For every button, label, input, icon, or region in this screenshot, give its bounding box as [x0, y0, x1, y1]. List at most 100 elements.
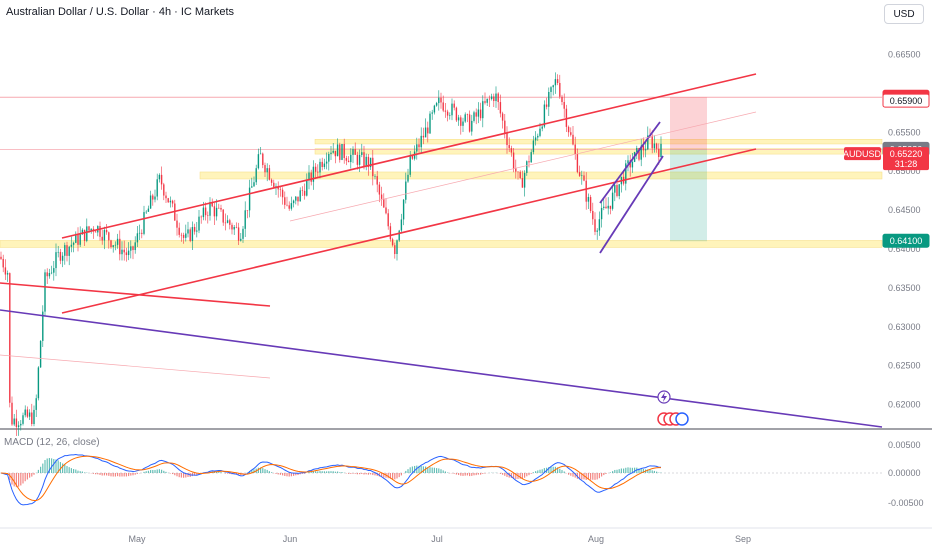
candle — [246, 210, 249, 211]
x-tick-label: Jun — [283, 534, 298, 544]
y-tick-label: 0.63000 — [888, 322, 921, 332]
candle — [585, 180, 587, 202]
candle — [484, 101, 486, 103]
x-tick-label: Jul — [431, 534, 443, 544]
signal-line — [0, 455, 662, 502]
candle — [226, 220, 229, 223]
economic-event-icon[interactable] — [675, 412, 689, 426]
candle — [537, 135, 539, 138]
candle — [488, 98, 491, 100]
candle — [541, 126, 543, 129]
candle — [605, 206, 607, 209]
candle — [660, 143, 662, 157]
candle — [495, 93, 497, 102]
currency-button[interactable]: USD — [884, 4, 924, 24]
candle — [55, 252, 57, 269]
candle — [292, 200, 295, 204]
candle — [539, 128, 541, 136]
channel-upper-line[interactable] — [61, 73, 757, 239]
candle — [352, 149, 354, 155]
candle — [614, 185, 616, 193]
candle — [242, 228, 244, 239]
macd-tick-label: -0.00500 — [888, 498, 924, 508]
candle — [202, 207, 205, 218]
candle — [642, 145, 645, 151]
candle — [455, 107, 458, 121]
candle — [288, 205, 290, 209]
candle — [204, 207, 207, 216]
candle — [231, 224, 233, 230]
descending-purple-line[interactable] — [0, 309, 883, 428]
y-tick-label: 0.62500 — [888, 361, 921, 371]
candle — [281, 189, 284, 198]
candle — [116, 238, 119, 245]
candle — [284, 197, 286, 205]
candle — [497, 93, 499, 103]
candle — [31, 412, 33, 425]
faint-channel-mid — [289, 111, 757, 222]
candle — [636, 148, 638, 153]
channel-lower-line[interactable] — [61, 148, 757, 314]
candle — [644, 149, 647, 151]
candle — [268, 168, 271, 180]
candle — [530, 152, 532, 163]
candle — [200, 216, 202, 218]
stop-loss-area[interactable] — [670, 97, 707, 150]
candle — [343, 143, 345, 159]
candle — [354, 149, 356, 155]
candle — [266, 168, 268, 173]
candle — [512, 152, 515, 169]
candle — [176, 220, 178, 228]
candle — [482, 101, 484, 119]
candle — [475, 112, 477, 117]
candle — [169, 200, 172, 203]
candle — [581, 175, 583, 177]
candle — [444, 110, 447, 112]
candle — [99, 226, 101, 237]
candle — [264, 165, 266, 173]
candle — [0, 256, 2, 259]
candle — [422, 135, 425, 138]
candle — [178, 227, 180, 235]
candle — [26, 409, 29, 417]
take-profit-area[interactable] — [670, 149, 707, 242]
descending-red-line[interactable] — [0, 282, 271, 307]
candle — [446, 111, 449, 116]
candle — [240, 238, 242, 241]
candle — [616, 185, 618, 197]
candle — [301, 190, 304, 191]
candle — [629, 160, 631, 168]
candle — [517, 171, 519, 173]
candle — [127, 250, 130, 256]
candle — [506, 133, 508, 146]
candle — [647, 135, 649, 150]
candle — [365, 156, 367, 167]
candle — [457, 117, 460, 121]
candle — [191, 227, 194, 242]
candle — [453, 103, 455, 108]
candle — [361, 152, 363, 155]
candle — [449, 115, 451, 116]
y-tick-label: 0.66500 — [888, 49, 921, 59]
wedge-lower-line[interactable] — [599, 155, 664, 254]
candle — [570, 132, 572, 135]
candle — [385, 207, 387, 214]
wedge-upper-line[interactable] — [599, 121, 661, 204]
y-tick-label: 0.64000 — [888, 244, 921, 254]
candle — [493, 96, 495, 102]
candle — [407, 174, 409, 182]
candle — [466, 114, 469, 115]
candle — [651, 135, 653, 149]
candle — [409, 155, 411, 175]
candle — [229, 220, 231, 225]
candle — [185, 233, 187, 238]
candle — [468, 114, 471, 132]
candle — [248, 187, 251, 211]
candle — [158, 174, 161, 180]
candle — [640, 145, 642, 160]
candle — [334, 150, 337, 157]
candle — [347, 160, 350, 163]
candle — [277, 186, 279, 190]
x-tick-label: Sep — [735, 534, 751, 544]
